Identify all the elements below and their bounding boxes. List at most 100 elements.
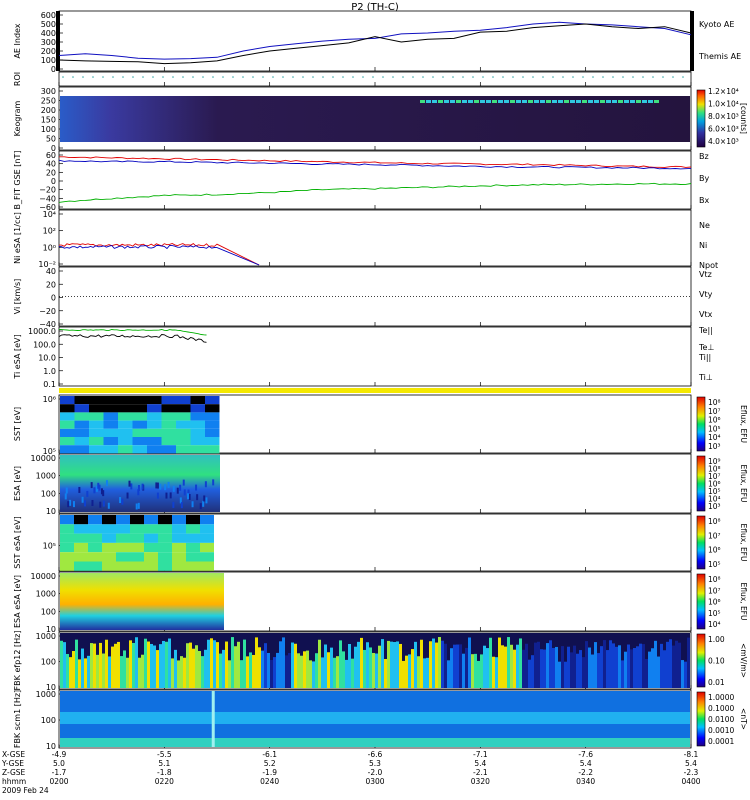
legend-entry: By xyxy=(699,174,709,183)
colorbar-label: Eflux, EFU xyxy=(739,405,748,443)
y-tick-label: 1000.0 xyxy=(28,327,56,336)
colorbar-tick: 10⁸ xyxy=(708,465,721,474)
roi-dot xyxy=(62,76,64,78)
colorbar-tick: 1.2×10⁴ xyxy=(708,87,739,96)
roi-dot xyxy=(372,76,374,78)
spectrogram-column xyxy=(252,654,255,688)
spectrogram-cell xyxy=(186,552,200,562)
keogram-pixel xyxy=(444,100,449,103)
roi-dot xyxy=(182,76,184,78)
spectrogram-speck xyxy=(141,483,144,490)
colorbar-tick: 1.00 xyxy=(708,635,725,644)
spectrogram-cell xyxy=(60,404,75,413)
spectrogram-cell xyxy=(89,420,104,429)
spectrogram-column xyxy=(105,639,108,688)
y-tick-label: 1000 xyxy=(36,690,56,699)
spectrogram-cell xyxy=(60,445,75,454)
spectrogram-cell xyxy=(144,515,158,525)
roi-dot xyxy=(472,76,474,78)
panel-frame xyxy=(58,326,692,387)
panel-frame xyxy=(58,10,692,72)
y-axis-label: FBK efp12 [Hz] xyxy=(13,631,22,691)
spectrogram-column xyxy=(450,648,453,688)
spectrogram-column xyxy=(153,645,156,688)
y-tick-label: 20 xyxy=(46,168,56,177)
keogram-pixel xyxy=(552,100,557,103)
colorbar xyxy=(696,573,706,630)
spectrogram-cell xyxy=(158,552,172,562)
spectrogram-speck xyxy=(90,482,93,489)
spectrogram-column xyxy=(654,640,657,688)
spectrogram-speck xyxy=(100,488,103,495)
y-tick-label: 0 xyxy=(51,294,56,303)
spectrogram-column xyxy=(291,642,294,688)
spectrogram-cell xyxy=(74,533,88,543)
spectrogram-cell xyxy=(186,533,200,543)
ephemeris-value: 0240 xyxy=(260,777,279,786)
plot-title: P2 (TH-C) xyxy=(351,2,399,13)
spectrogram-column xyxy=(489,637,492,688)
roi-dot xyxy=(312,76,314,78)
spectrogram-cell xyxy=(60,561,74,571)
spectrogram-cell xyxy=(176,428,191,437)
ephemeris-label: Z-GSE xyxy=(2,768,26,777)
ephemeris-value: -1.9 xyxy=(262,768,277,777)
keogram-pixel xyxy=(624,100,629,103)
spectrogram-speck xyxy=(78,486,81,493)
spectrogram-speck xyxy=(86,490,89,497)
spectrogram-cell xyxy=(176,396,191,405)
y-axis-label: ESA [eV] xyxy=(13,466,22,501)
spectrogram-column xyxy=(546,643,549,688)
spectrogram-cell xyxy=(118,437,133,446)
roi-dot xyxy=(622,76,624,78)
y-tick-label: 400 xyxy=(41,29,56,38)
spectrogram-column xyxy=(381,639,384,688)
spectrogram-speck xyxy=(107,502,110,509)
keogram-pixel xyxy=(450,100,455,103)
spectrogram-column xyxy=(504,646,507,688)
roi-dot xyxy=(262,76,264,78)
spectrogram-column xyxy=(645,658,648,688)
axis-bar xyxy=(690,11,694,71)
spectrogram-column xyxy=(486,648,489,688)
spectrogram-column xyxy=(144,638,147,688)
legend-entry: Ni xyxy=(699,241,707,250)
spectrogram-speck xyxy=(119,497,122,504)
spectrogram-column xyxy=(453,644,456,688)
spectrogram-speck xyxy=(126,492,129,499)
roi-dot xyxy=(652,76,654,78)
spectrogram-column xyxy=(285,655,288,688)
keogram-pixel xyxy=(492,100,497,103)
spectrogram-column xyxy=(456,644,459,688)
spectrogram-cell xyxy=(60,524,74,534)
spectrogram-cell xyxy=(147,404,162,413)
spectrogram-column xyxy=(141,654,144,688)
spectrogram-column xyxy=(147,641,150,688)
spectrogram-cell xyxy=(205,437,220,446)
spectrogram-column xyxy=(618,645,621,688)
spectrogram-cell xyxy=(89,437,104,446)
spectrogram-column xyxy=(108,656,111,688)
spectrogram-cell xyxy=(130,533,144,543)
roi-dot xyxy=(402,76,404,78)
y-axis-label: ROI xyxy=(13,72,22,86)
spectrogram-column xyxy=(66,653,69,688)
spectrogram-cell xyxy=(116,524,130,534)
roi-dot xyxy=(592,76,594,78)
spectrogram-speck xyxy=(202,500,205,507)
spectrogram-column xyxy=(168,638,171,688)
spectrogram-cell xyxy=(116,515,130,525)
spectrogram-column xyxy=(417,656,420,688)
spectrogram-column xyxy=(459,644,462,688)
colorbar-tick: 0.0100 xyxy=(708,715,734,724)
spectrogram-column xyxy=(441,640,444,688)
spectrogram-column xyxy=(345,659,348,688)
legend-entry: Ti|| xyxy=(698,353,711,362)
roi-dot xyxy=(602,76,604,78)
spectrogram-column xyxy=(576,653,579,688)
spectrogram-column xyxy=(174,649,177,688)
spectrogram-cell xyxy=(147,445,162,454)
spectrogram-cell xyxy=(172,561,186,571)
keogram-pixel xyxy=(420,100,425,103)
colorbar-label: Eflux, EFU xyxy=(739,465,748,503)
